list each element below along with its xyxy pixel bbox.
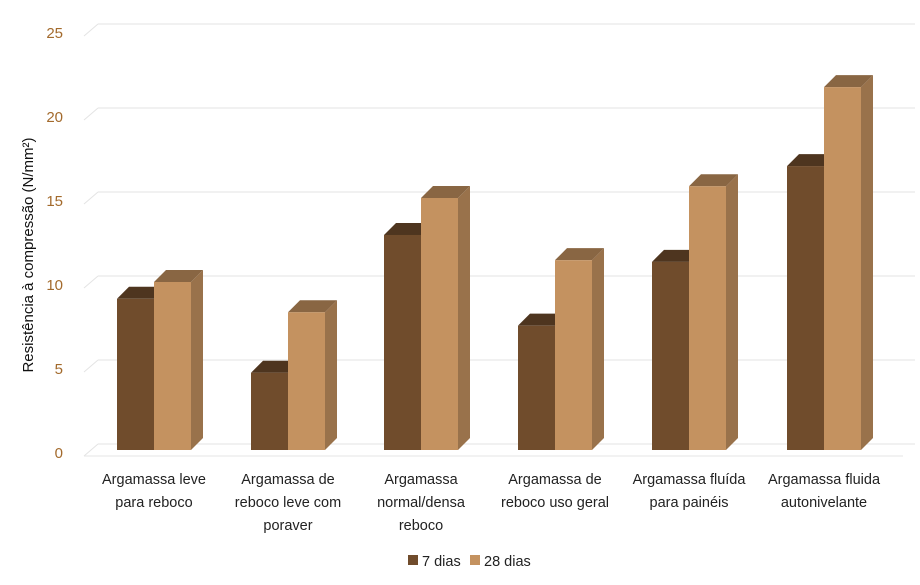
- bar-top: [384, 222, 433, 235]
- bar-top: [117, 286, 166, 299]
- bar-top: [824, 75, 873, 88]
- bar-top: [652, 249, 701, 262]
- category-label: autonivelante: [781, 495, 867, 511]
- bar-7-dias-2: [384, 234, 421, 450]
- bar-side: [191, 270, 203, 450]
- bar-7-dias-1: [251, 372, 288, 450]
- y-tick-label: 0: [55, 445, 63, 462]
- y-tick-label: 5: [55, 361, 63, 378]
- x-axis-categories: Argamassa leve para reboco Argamassa de reb…: [102, 472, 881, 534]
- category-label: Argamassa: [384, 472, 458, 488]
- category-label: Argamassa fluida: [768, 472, 881, 488]
- gridline-slant: [83, 23, 99, 37]
- bar-top: [288, 300, 337, 313]
- gridline-slant: [83, 443, 99, 457]
- category-label: reboco leve com: [235, 495, 341, 511]
- bar-28-dias-5: [824, 87, 861, 451]
- bar-side: [726, 174, 738, 451]
- category-label: Argamassa fluída: [633, 472, 747, 488]
- bar-7-dias-3: [518, 325, 555, 450]
- y-tick-label: 10: [46, 277, 63, 294]
- bar-28-dias-0: [154, 282, 191, 450]
- legend-label: 28 dias: [484, 554, 531, 570]
- gridline-slant: [83, 191, 99, 205]
- y-axis-label: Resistência à compressão (N/mm²): [20, 137, 37, 372]
- bar-top: [154, 270, 203, 282]
- bar-side: [861, 75, 873, 451]
- bar-28-dias-1: [288, 312, 325, 450]
- legend-swatch: [470, 555, 480, 565]
- category-label: Argamassa de: [241, 472, 335, 488]
- category-label: para painéis: [650, 495, 729, 511]
- bar-7-dias-5: [787, 166, 824, 450]
- bar-side: [592, 248, 604, 450]
- gridline-slant: [83, 359, 99, 373]
- bar-28-dias-3: [555, 260, 592, 450]
- bar-side: [458, 186, 470, 450]
- legend-label: 7 dias: [422, 554, 461, 570]
- bar-top: [518, 313, 567, 326]
- bar-top: [787, 154, 836, 167]
- bar-top: [689, 174, 738, 187]
- category-label: Argamassa de: [508, 472, 602, 488]
- bar-top: [251, 360, 300, 373]
- bar-28-dias-2: [421, 198, 458, 450]
- category-label: poraver: [263, 518, 312, 534]
- legend-swatch: [408, 555, 418, 565]
- bar-side: [325, 300, 337, 450]
- category-label: reboco uso geral: [501, 495, 609, 511]
- bars: [117, 75, 873, 451]
- bar-7-dias-0: [117, 298, 154, 450]
- category-label: Argamassa leve: [102, 472, 206, 488]
- y-axis-ticks: 0 5 10 15 20 25: [46, 25, 63, 462]
- bar-28-dias-4: [689, 186, 726, 451]
- bar-7-dias-4: [652, 261, 689, 450]
- gridlines: [83, 23, 915, 457]
- category-label: normal/densa: [377, 495, 466, 511]
- category-label: para reboco: [115, 495, 192, 511]
- y-tick-label: 15: [46, 193, 63, 210]
- bar-top: [555, 248, 604, 261]
- y-tick-label: 20: [46, 109, 63, 126]
- y-tick-label: 25: [46, 25, 63, 42]
- gridline-slant: [83, 107, 99, 121]
- category-label: reboco: [399, 518, 443, 534]
- bar-top: [421, 186, 470, 198]
- gridline-slant: [83, 275, 99, 289]
- legend: 7 dias 28 dias: [408, 554, 531, 570]
